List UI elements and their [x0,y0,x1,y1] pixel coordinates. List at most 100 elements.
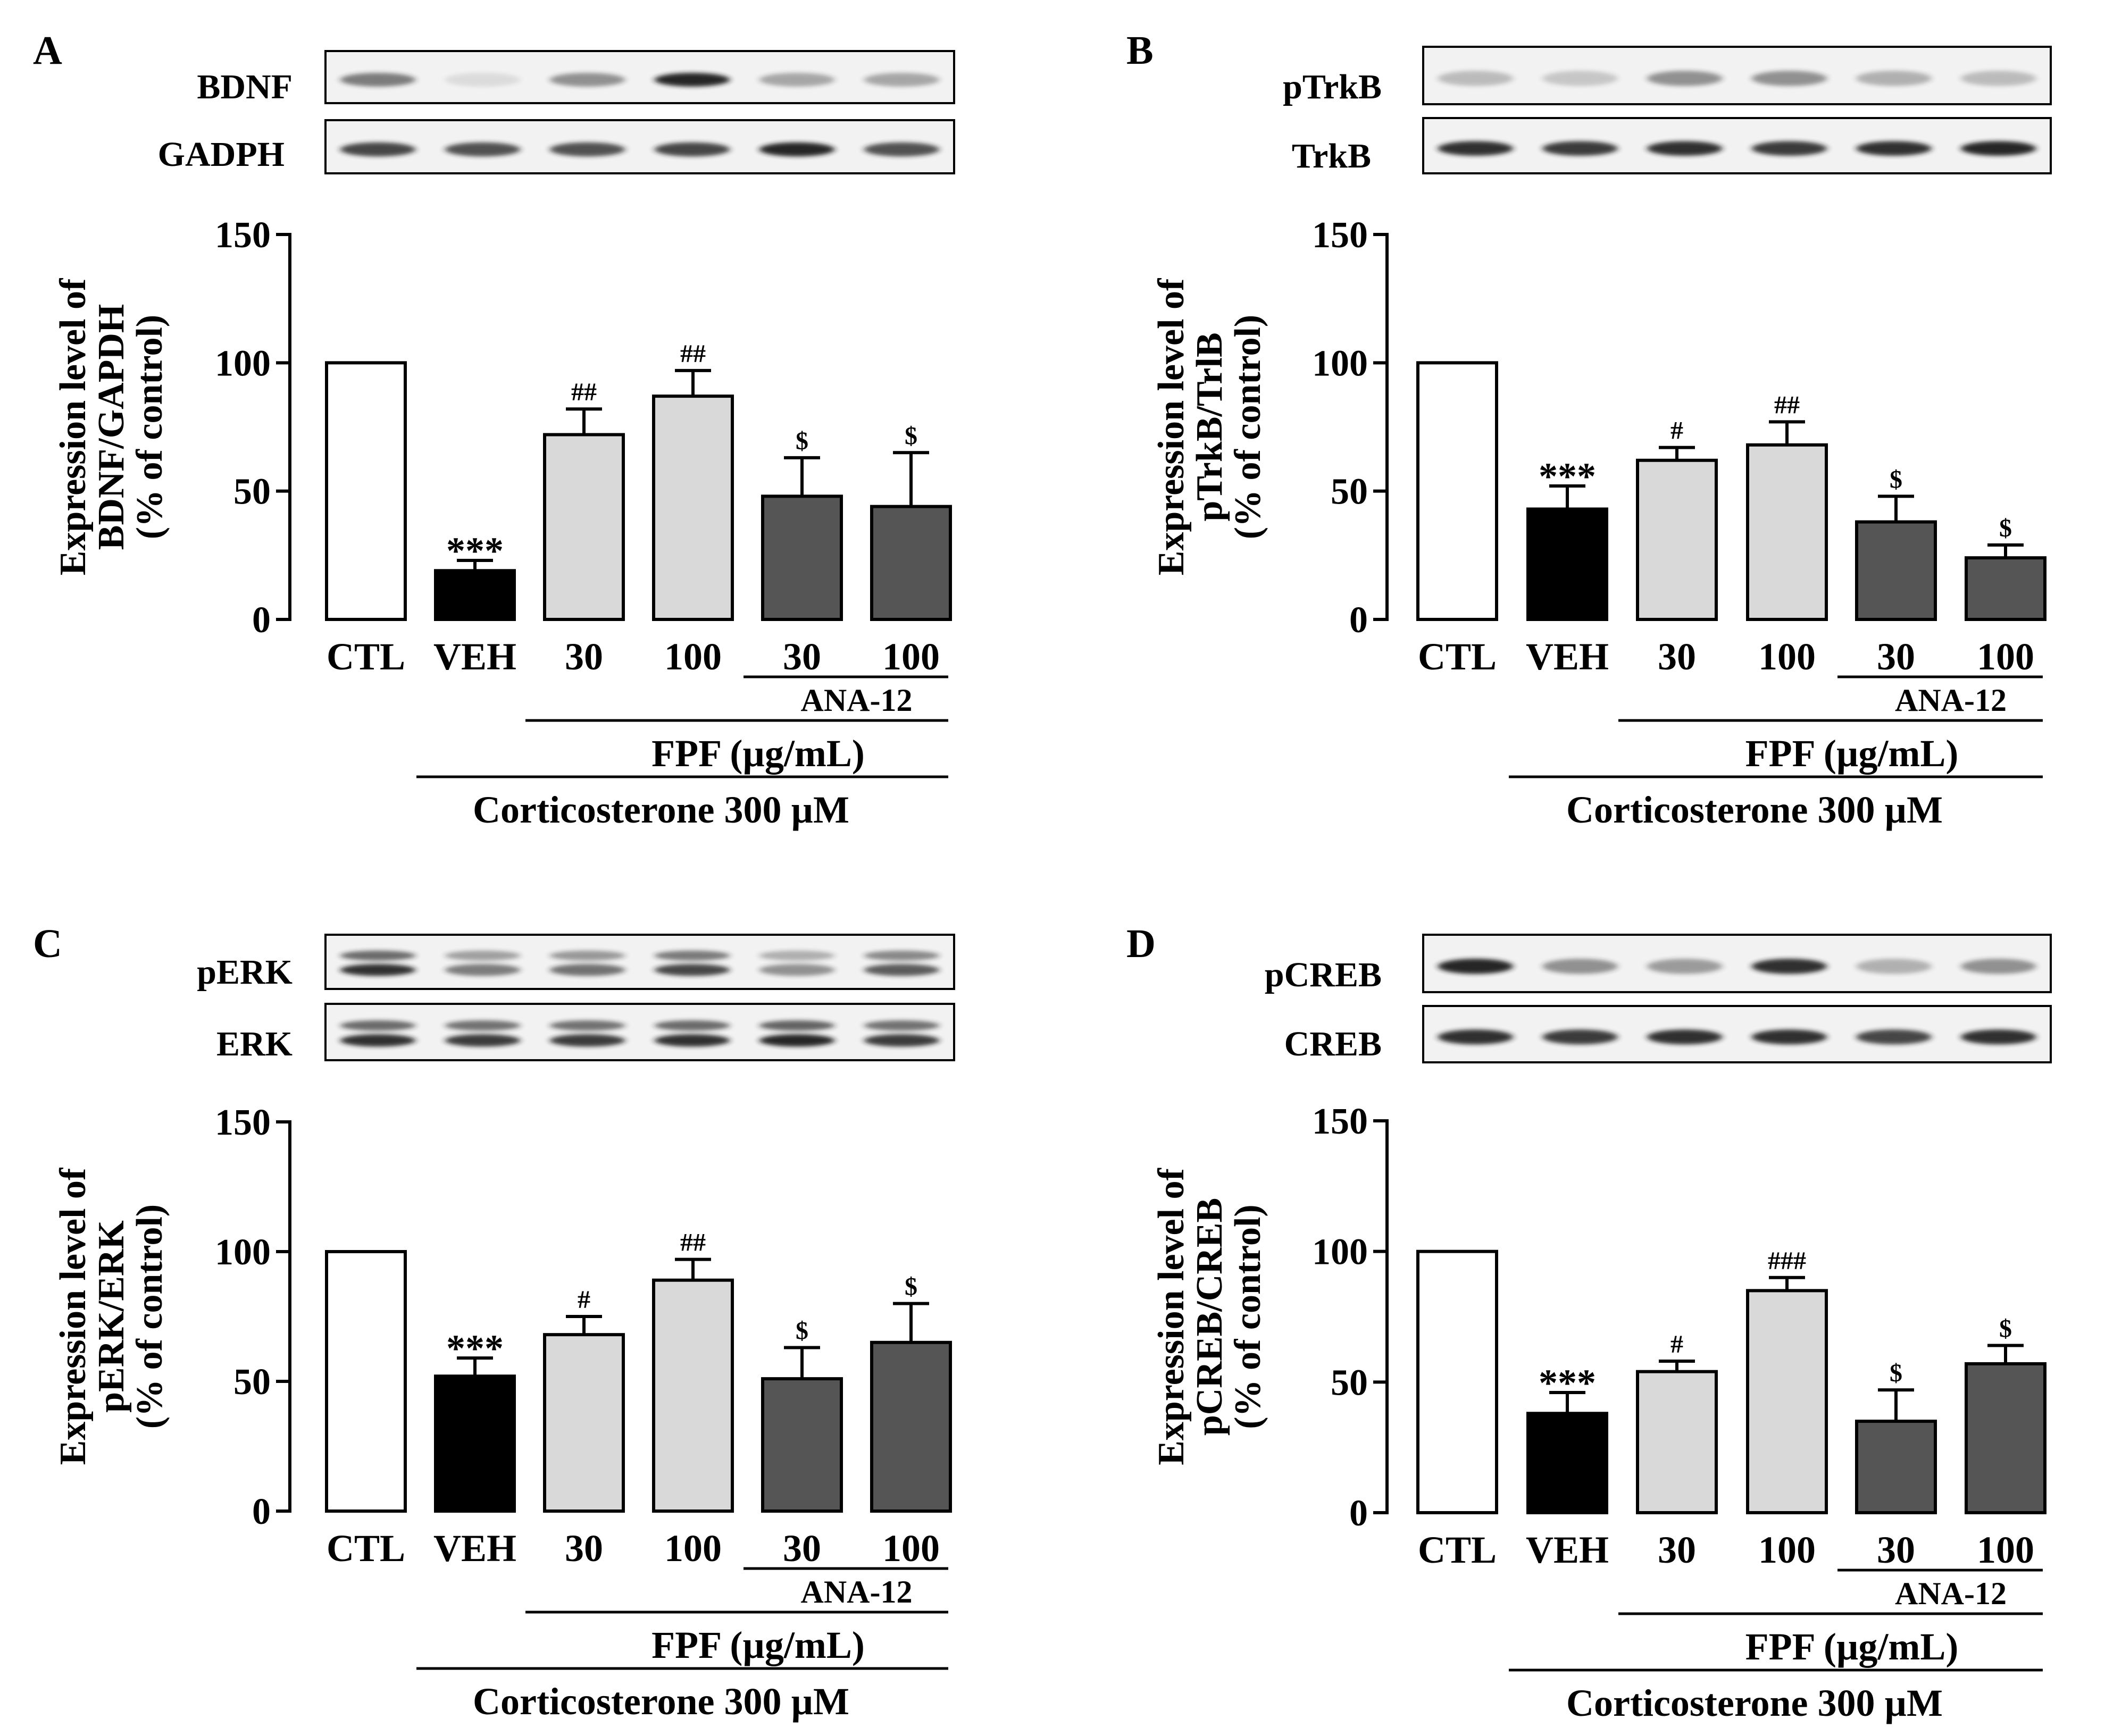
blot-band [1856,71,1932,86]
x-tick-label: 100 [882,635,940,678]
bar-ana12 [1855,520,1937,621]
x-tick-label: 30 [783,635,821,678]
blot-band [1960,1029,2036,1045]
blot-band [1647,959,1723,974]
y-tick-label: 50 [1331,472,1368,513]
corticosterone-label: Corticosterone 300 µM [473,1680,849,1723]
blot-frame [1422,46,2052,105]
panel-a: A BDNF GADPH 0 50 100 150 Expression level o… [33,28,955,831]
y-tick-label: 150 [1312,1101,1368,1142]
blot-band [1438,141,1514,156]
blot-band [445,142,521,157]
y-axis-label: Expression level ofpTrkB/TrlB(% of contr… [1151,278,1268,575]
blot-band [340,142,416,157]
y-axis-label-line: Expression level of [53,1168,94,1465]
panel-d: D pCREB CREB 0 50 100 150 Expression level o… [1126,921,2052,1724]
x-tick-label: 100 [1977,635,2034,678]
bar-fpf [1746,1289,1828,1515]
significance-label: $ [905,1273,917,1301]
panel-letter: C [33,921,62,966]
fpf-label: FPF (µg/mL) [651,1624,865,1666]
blot-band [759,950,835,961]
x-tick-label: 100 [1758,1529,1816,1571]
blot-band [1960,959,2036,974]
panel-letter: A [33,28,62,73]
blot-band [1647,71,1723,86]
blot-band [654,1020,730,1031]
blot-band [654,963,730,976]
significance-label: ### [1768,1247,1806,1275]
significance-label: $ [1890,465,1902,493]
y-tick-label: 50 [233,472,271,513]
blot-label-loading: CREB [1284,1025,1382,1063]
blot-band [654,950,730,961]
bar-ana12 [1965,556,2046,622]
blot-band [864,1020,940,1031]
blot-band [1751,1029,1827,1045]
blot-band [654,72,730,87]
bar-veh [1526,507,1608,621]
blot-band [340,72,416,87]
blot-band [549,963,625,976]
bar-veh [434,1374,516,1513]
corticosterone-label: Corticosterone 300 µM [1566,1682,1943,1724]
blot-band [864,72,940,87]
bar-chart: 0 50 100 150 Expression level ofpCREB/CREB(%… [1151,1101,2046,1724]
significance-label: $ [1999,1315,2012,1343]
blot-band [1751,959,1827,974]
blot-band [864,963,940,976]
y-axis-label-line: (% of control) [1227,315,1268,540]
ana12-label: ANA-12 [801,1574,913,1609]
significance-label: ## [571,378,597,406]
x-tick-label: 30 [1658,635,1696,678]
blot-band [549,950,625,961]
blot-band [1856,141,1932,156]
y-axis-label-line: pTrkB/TrlB [1189,332,1230,521]
significance-label: $ [1999,514,2012,542]
blot-band [1542,959,1618,974]
bar-veh [434,569,516,621]
blot-band [1856,1029,1932,1045]
blot-band [1751,141,1827,156]
blot-band [654,1034,730,1047]
blot-frame [1422,117,2052,174]
western-blot [1422,934,2052,1063]
y-tick-label: 50 [233,1362,271,1403]
blot-band [864,142,940,157]
blot-band [1542,1029,1618,1045]
blot-band [1960,141,2036,156]
significance-label: # [1670,1330,1683,1358]
y-axis-label-line: (% of control) [129,1204,170,1429]
blot-band [445,1034,521,1047]
blot-band [759,142,835,157]
blot-band [1751,71,1827,86]
blot-band [1542,71,1618,86]
x-tick-label: 30 [1877,635,1915,678]
bar-ana12 [761,494,843,621]
x-tick-label: CTL [327,1527,405,1570]
panel-c: C pERK ERK 0 50 100 150 Expression level ofp… [33,921,955,1723]
significance-label: $ [796,1317,808,1345]
blot-label-target: pTrkB [1283,68,1382,106]
y-tick-label: 100 [1312,343,1368,384]
significance-label: *** [446,1327,504,1370]
y-axis-label-line: pERK/ERK [91,1220,132,1413]
blot-band [1856,959,1932,974]
x-tick-label: 30 [1658,1529,1696,1571]
blot-band [549,142,625,157]
blot-band [864,1034,940,1047]
significance-label: $ [796,427,808,455]
bar-ctl [325,361,407,621]
bar-fpf [543,1333,625,1513]
blot-band [340,950,416,961]
blot-frame [324,934,955,990]
blot-band [445,72,521,87]
blot-frame [1422,934,2052,993]
bar-ana12 [761,1377,843,1513]
blot-band [1438,71,1514,86]
panel-letter: D [1126,921,1156,966]
fpf-label: FPF (µg/mL) [1745,732,1959,775]
x-tick-label: VEH [1526,635,1609,678]
corticosterone-label: Corticosterone 300 µM [473,789,849,831]
